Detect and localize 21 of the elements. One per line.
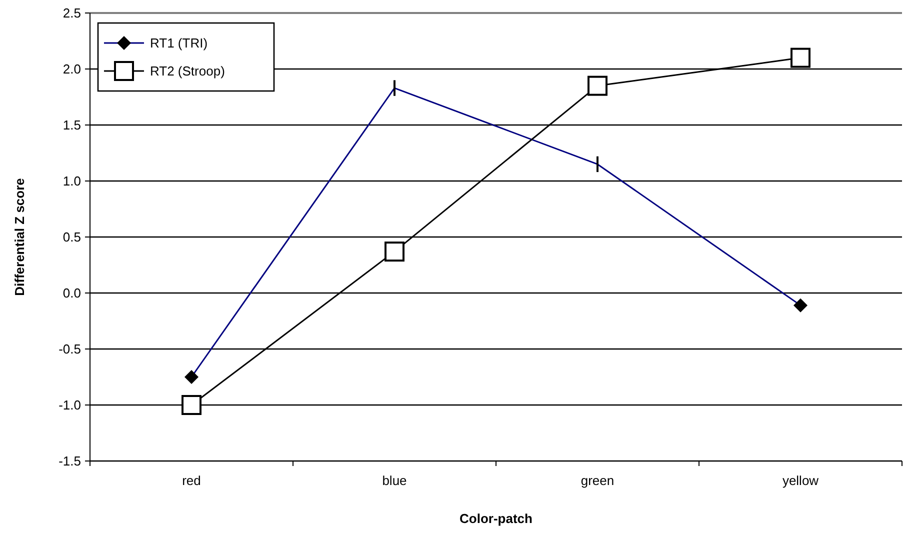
x-tick-label: yellow [782,473,820,488]
y-tick-label: 1.0 [62,174,81,189]
legend-label: RT2 (Stroop) [150,64,225,79]
x-axis-title: Color-patch [460,511,533,526]
point [790,48,810,68]
y-tick-label: 0.0 [62,286,81,301]
y-tick-label: -1.5 [58,454,81,469]
point [384,242,404,262]
y-tick-label: 1.5 [62,118,81,133]
x-tick-label: red [182,473,201,488]
y-axis-title: Differential Z score [12,178,27,296]
point [182,395,202,415]
point [588,76,608,96]
y-tick-label: -1.0 [58,398,81,413]
y-tick-label: 2.0 [62,62,81,77]
x-tick-label: blue [382,473,407,488]
legend-label: RT1 (TRI) [150,36,208,51]
y-tick-label: 2.5 [62,6,81,21]
y-tick-label: -0.5 [58,342,81,357]
y-tick-label: 0.5 [62,230,81,245]
x-tick-label: green [580,473,614,488]
